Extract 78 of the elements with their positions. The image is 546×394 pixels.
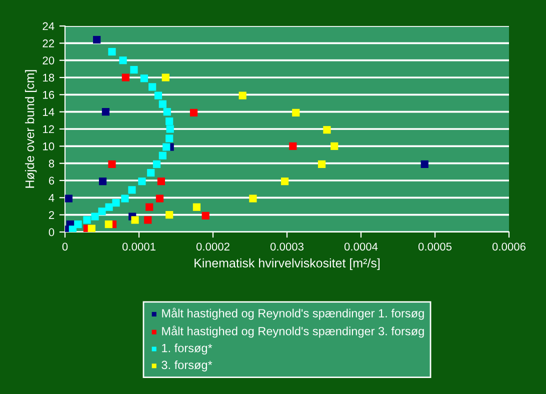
y-tick-label: 6 — [48, 176, 54, 185]
point — [156, 194, 164, 202]
point — [102, 108, 110, 116]
y-tick-label: 8 — [48, 160, 54, 168]
point — [330, 142, 338, 150]
point — [292, 108, 300, 116]
point — [65, 194, 73, 202]
point — [121, 194, 129, 202]
point — [249, 194, 257, 202]
point — [192, 203, 201, 211]
legend-label: 1. forsøg* — [162, 344, 212, 355]
x-tick-label: 0.0001 — [122, 242, 156, 251]
point — [130, 66, 138, 74]
y-tick-label: 4 — [48, 194, 54, 202]
y-tick-label: 24 — [42, 22, 54, 30]
y-tick-label: 14 — [43, 108, 54, 116]
point — [163, 108, 171, 116]
legend-label: 3. forsøg* — [162, 360, 212, 372]
point — [122, 74, 130, 82]
point — [98, 178, 107, 186]
y-tick-label: 22 — [42, 39, 54, 48]
point — [166, 134, 174, 142]
y-axis-title: Højde over bund [cm] — [25, 70, 37, 188]
point — [138, 178, 146, 186]
x-axis-title: Kinematisk hvirvelviskositet [m²/s] — [194, 258, 380, 270]
point — [190, 108, 198, 116]
point — [140, 74, 148, 82]
point — [158, 152, 166, 160]
point — [74, 220, 82, 228]
point — [112, 199, 120, 207]
point — [323, 126, 331, 134]
y-tick-label: 10 — [43, 142, 54, 150]
x-tick-label: 0.0004 — [344, 242, 378, 251]
point — [154, 92, 162, 100]
y-tick-label: 16 — [43, 90, 54, 99]
point — [144, 216, 152, 224]
x-tick-label: 0.0002 — [196, 242, 230, 251]
x-tick-label: 0 — [62, 242, 68, 251]
point — [88, 224, 96, 232]
y-tick-label: 0 — [48, 228, 54, 236]
point — [162, 74, 170, 82]
y-tick-label: 18 — [43, 74, 54, 82]
point — [119, 56, 127, 64]
legend-label: Målt hastighed og Reynold's spændinger 1. forsøg — [162, 308, 424, 320]
point — [128, 186, 136, 194]
point — [108, 48, 116, 56]
point — [93, 36, 101, 44]
point — [98, 208, 106, 216]
y-tick-label: 12 — [43, 125, 54, 134]
point — [108, 160, 116, 168]
point — [83, 216, 91, 224]
point — [148, 83, 156, 91]
point — [157, 178, 166, 186]
point — [146, 203, 154, 211]
point — [318, 160, 326, 168]
point — [147, 168, 155, 177]
point — [158, 100, 166, 108]
point — [280, 178, 289, 186]
point — [152, 160, 161, 168]
x-tick-label: 0.0005 — [418, 242, 452, 251]
y-tick-label: 2 — [48, 211, 54, 219]
point — [105, 203, 113, 211]
point — [91, 212, 99, 220]
point — [238, 92, 246, 100]
point — [104, 220, 112, 228]
point — [131, 216, 139, 224]
point — [202, 212, 210, 220]
legend-label: Målt hastighed og Reynold's spændinger 3. forsøg — [162, 326, 424, 338]
point — [289, 142, 297, 150]
y-tick-label: 20 — [42, 56, 54, 64]
x-tick-label: 0.0006 — [492, 242, 526, 251]
point — [162, 143, 170, 151]
point — [68, 226, 76, 232]
point — [166, 117, 174, 126]
point — [420, 160, 428, 168]
point — [166, 211, 174, 219]
x-tick-label: 0.0003 — [270, 242, 304, 251]
point — [166, 125, 174, 133]
